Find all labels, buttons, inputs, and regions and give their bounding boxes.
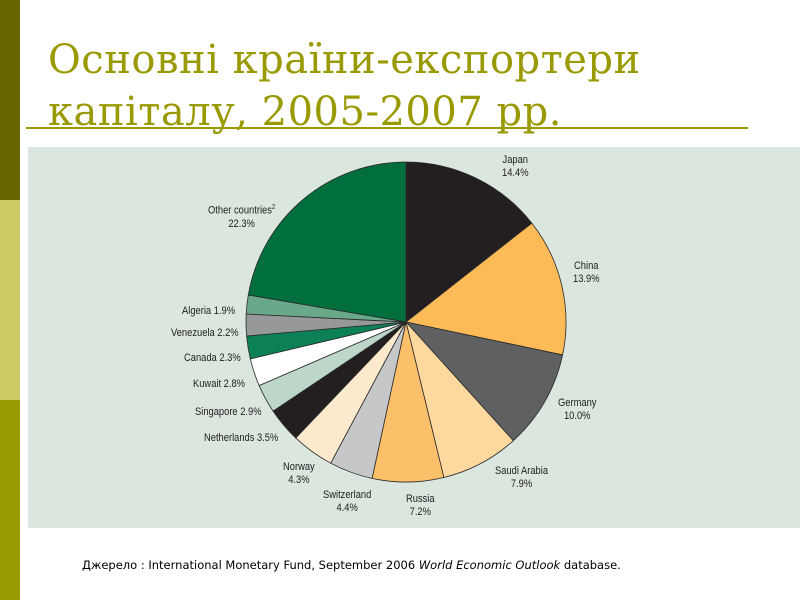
label-kuwait: Kuwait 2.8% <box>193 378 245 390</box>
chart-panel: Japan 14.4% China 13.9% Germany 10.0% Saudi… <box>28 147 800 528</box>
label-germany: Germany 10.0% <box>558 397 597 422</box>
sidebar-accent-bottom <box>0 400 20 600</box>
slide-title: Основні країни-експортери капіталу, 2005… <box>48 34 768 138</box>
label-venezuela: Venezuela 2.2% <box>171 327 239 339</box>
label-china: China 13.9% <box>573 260 600 285</box>
sidebar-accent-top <box>0 0 20 200</box>
label-canada: Canada 2.3% <box>184 352 241 364</box>
sidebar-accent-middle <box>0 200 20 400</box>
pie-slice-china <box>405 222 567 356</box>
pie-slice-germany <box>404 321 564 442</box>
label-algeria: Algeria 1.9% <box>182 305 236 317</box>
source-note: Джерело : International Monetary Fund, S… <box>82 558 621 572</box>
label-norway: Norway 4.3% <box>283 461 315 486</box>
label-saudi-arabia: Saudi Arabia 7.9% <box>495 465 549 490</box>
pie-slice-other-countries <box>247 161 407 323</box>
pie-chart <box>245 161 567 483</box>
label-netherlands: Netherlands 3.5% <box>204 432 279 444</box>
label-singapore: Singapore 2.9% <box>195 406 262 418</box>
title-underline <box>26 127 748 129</box>
slide-title-line1: Основні країни-експортери <box>48 37 641 83</box>
label-russia: Russia 7.2% <box>406 493 435 518</box>
label-japan: Japan 14.4% <box>502 154 529 179</box>
label-other-countries: Other countries2 22.3% <box>208 204 276 230</box>
label-switzerland: Switzerland 4.4% <box>323 489 372 514</box>
pie-slice-japan <box>405 161 533 323</box>
